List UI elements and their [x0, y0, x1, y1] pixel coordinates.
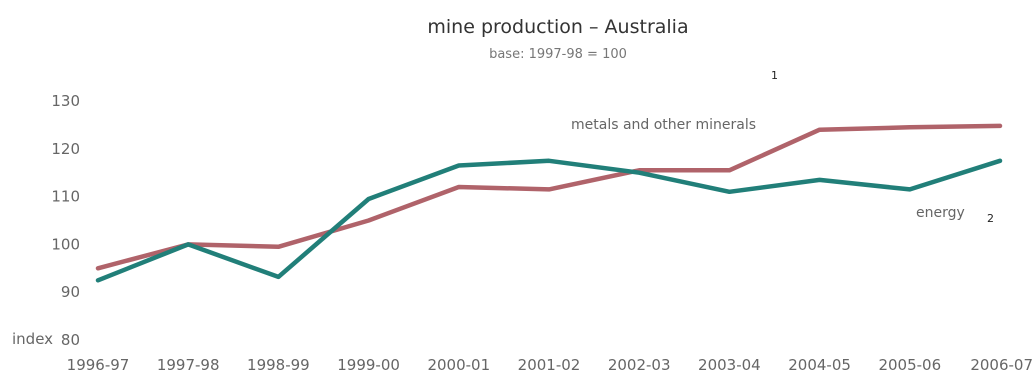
x-tick-label: 2002-03: [608, 356, 671, 374]
series-label-metals: metals and other minerals: [571, 117, 756, 133]
x-tick-label: 1999-00: [337, 356, 400, 374]
x-tick-label: 2003-04: [698, 356, 761, 374]
y-tick-label: 80: [61, 331, 80, 349]
x-tick-label: 1996-97: [67, 356, 130, 374]
annotation-1: 1: [771, 69, 778, 82]
chart-title: mine production – Australia: [427, 16, 688, 38]
x-tick-label: 1997-98: [157, 356, 220, 374]
y-tick-label: 90: [61, 283, 80, 301]
x-axis: 1996-97 1997-98 1998-99 1999-00 2000-01 2001-…: [67, 356, 1033, 374]
x-tick-label: 2006-07: [970, 356, 1033, 374]
x-tick-label: 1998-99: [247, 356, 310, 374]
y-tick-label: 120: [51, 140, 80, 158]
x-tick-label: 2004-05: [788, 356, 851, 374]
annotation-2: 2: [987, 212, 994, 225]
y-tick-label: 110: [51, 188, 80, 206]
series-line-metals: [95, 123, 1003, 271]
series-line-energy: [95, 158, 1003, 283]
series-label-energy: energy: [916, 205, 965, 221]
y-axis: 80 90 100 110 120 130: [51, 92, 80, 349]
plot-area: [95, 123, 1003, 283]
x-tick-label: 2005-06: [878, 356, 941, 374]
y-tick-label: 130: [51, 92, 80, 110]
x-tick-label: 2001-02: [518, 356, 581, 374]
chart-subtitle: base: 1997-98 = 100: [489, 47, 627, 62]
y-axis-label: index: [12, 330, 53, 348]
y-tick-label: 100: [51, 235, 80, 253]
x-tick-label: 2000-01: [427, 356, 490, 374]
